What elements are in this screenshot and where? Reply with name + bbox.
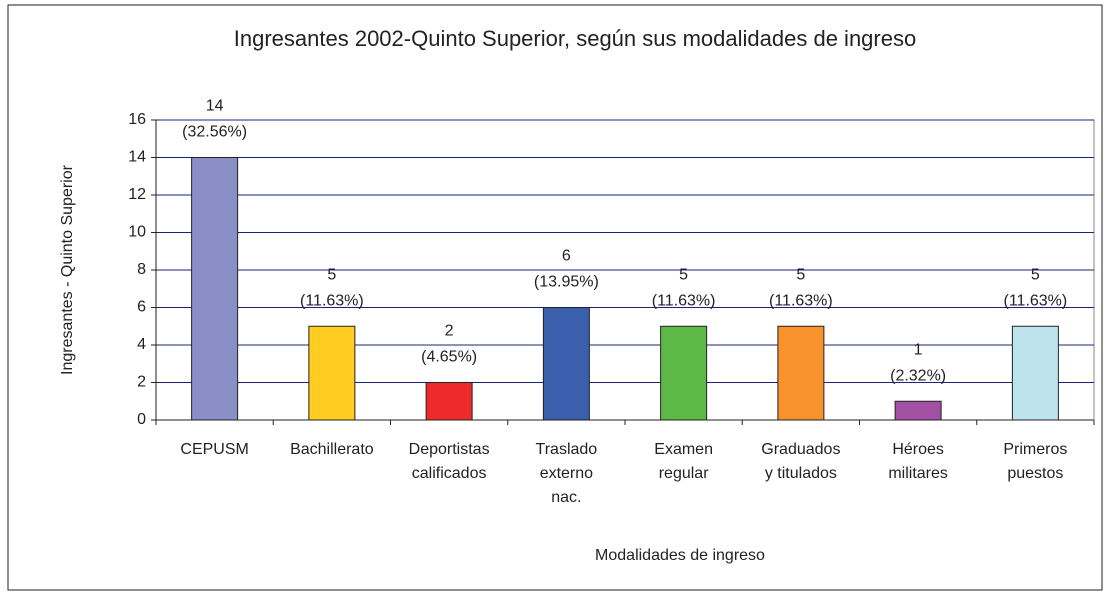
y-tick-label: 8 [137,261,146,278]
x-tick-label: CEPUSM [180,441,248,458]
x-tick-label: puestos [1007,465,1063,482]
value-label: 14 [206,98,224,115]
x-tick-label: externo [540,465,593,482]
y-tick-label: 2 [137,374,146,391]
chart-title: Ingresantes 2002-Quinto Superior, según … [234,26,916,51]
y-tick-label: 4 [137,336,146,353]
bar [308,325,356,421]
bar [660,325,708,421]
x-tick-label: Héroes [892,441,944,458]
value-label: (11.63%) [1004,292,1068,309]
value-label: 2 [445,323,454,340]
bar [1011,325,1059,421]
y-tick-label: 14 [128,149,146,166]
x-tick-label: Examen [654,441,713,458]
bar [777,325,825,421]
value-label: (13.95%) [534,274,599,291]
value-label: (11.63%) [769,292,833,309]
bar [425,382,473,421]
y-tick-label: 6 [137,299,146,316]
value-label: 5 [796,266,805,283]
x-axis-label: Modalidades de ingreso [595,547,765,564]
x-tick-label: regular [659,465,709,482]
x-tick-label: militares [888,465,948,482]
value-label: 5 [679,266,688,283]
value-label: (11.63%) [300,292,364,309]
y-tick-label: 12 [128,186,146,203]
bar [191,157,239,421]
y-axis-label: Ingresantes - Quinto Superior [59,164,76,375]
value-label: 6 [562,248,571,265]
x-tick-label: Traslado [536,441,598,458]
value-label: 1 [914,341,923,358]
value-label: 5 [327,266,336,283]
bar [894,400,942,421]
x-tick-label: y titulados [765,465,837,482]
y-tick-label: 10 [128,224,146,241]
bar [542,307,590,421]
value-label: (11.63%) [652,292,716,309]
value-label: (4.65%) [421,349,477,366]
x-tick-label: calificados [412,465,487,482]
x-tick-label: Bachillerato [290,441,374,458]
value-label: (2.32%) [890,367,946,384]
x-tick-label: Graduados [761,441,840,458]
value-label: 5 [1031,266,1040,283]
x-tick-label: Deportistas [409,441,490,458]
x-tick-label: Primeros [1003,441,1067,458]
x-tick-label: nac. [551,489,581,506]
y-tick-label: 0 [137,411,146,428]
y-tick-label: 16 [128,111,146,128]
value-label: (32.56%) [182,124,247,141]
